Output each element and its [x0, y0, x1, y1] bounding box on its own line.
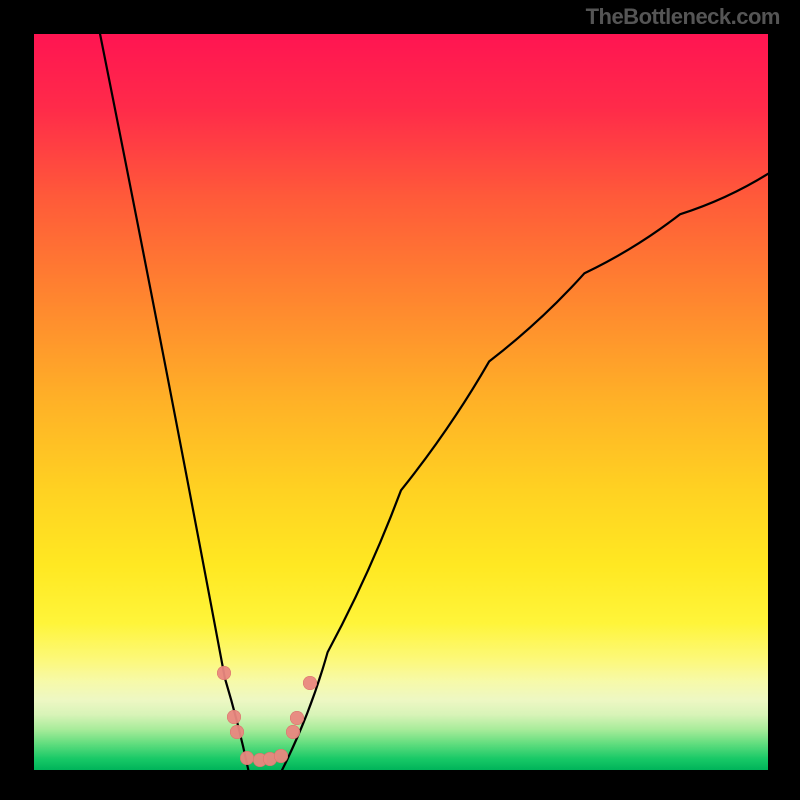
plot-area	[34, 34, 768, 770]
data-marker	[290, 711, 304, 725]
data-marker	[274, 749, 288, 763]
data-marker	[303, 676, 317, 690]
marker-layer	[34, 34, 768, 770]
data-marker	[230, 725, 244, 739]
data-marker	[286, 725, 300, 739]
data-marker	[240, 751, 254, 765]
data-marker	[227, 710, 241, 724]
data-marker	[217, 666, 231, 680]
chart-stage: TheBottleneck.com	[0, 0, 800, 800]
watermark-text: TheBottleneck.com	[586, 4, 780, 30]
